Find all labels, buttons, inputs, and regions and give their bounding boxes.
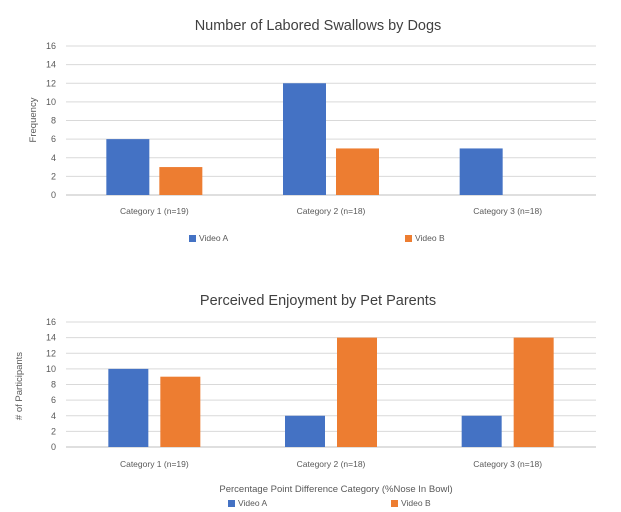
- y-tick-label: 2: [51, 426, 56, 436]
- y-tick-label: 6: [51, 134, 56, 144]
- category-label: Category 3 (n=18): [473, 459, 542, 469]
- y-tick-label: 14: [46, 333, 56, 343]
- y-tick-label: 6: [51, 395, 56, 405]
- y-tick-label: 0: [51, 442, 56, 452]
- bar-video-a: [283, 83, 326, 195]
- legend: Video A Video B: [189, 233, 445, 243]
- y-axis-label: Frequency: [28, 97, 39, 142]
- legend: Video A Video B: [228, 498, 431, 508]
- bar-video-b: [337, 337, 377, 447]
- category-label: Category 2 (n=18): [297, 459, 366, 469]
- plot-area: 0 2 4 6 8 10 12 14 16 Category 1 (n=19) Category 2…: [46, 41, 596, 216]
- bar-video-a: [108, 368, 149, 447]
- y-tick-label: 8: [51, 380, 56, 390]
- bar-video-a: [285, 415, 325, 447]
- y-tick-label: 8: [51, 116, 56, 126]
- legend-swatch: [189, 235, 196, 242]
- y-tick-label: 2: [51, 171, 56, 181]
- y-tick-label: 12: [46, 78, 56, 88]
- legend-label: Video B: [401, 498, 431, 508]
- y-tick-label: 0: [51, 190, 56, 200]
- bar-video-a: [459, 148, 503, 195]
- chart-title: Number of Labored Swallows by Dogs: [195, 18, 442, 34]
- bar-video-a: [461, 415, 502, 447]
- chart-title: Perceived Enjoyment by Pet Parents: [200, 293, 436, 309]
- bar-video-b: [336, 148, 379, 195]
- category-label: Category 2 (n=18): [297, 206, 366, 216]
- perceived-enjoyment-svg: Perceived Enjoyment by Pet Parents # of …: [14, 293, 596, 508]
- bar-video-b: [159, 167, 203, 195]
- y-tick-label: 10: [46, 364, 56, 374]
- legend-swatch: [405, 235, 412, 242]
- bar-video-b: [160, 376, 201, 447]
- y-tick-label: 16: [46, 317, 56, 327]
- y-axis-label: # of Participants: [14, 352, 25, 420]
- y-tick-label: 14: [46, 60, 56, 70]
- y-tick-label: 10: [46, 97, 56, 107]
- plot-area: 0 2 4 6 8 10 12 14 16 Category 1 (n=19) Category 2…: [46, 317, 596, 469]
- legend-label: Video A: [238, 498, 267, 508]
- y-tick-label: 4: [51, 153, 56, 163]
- x-axis-label: Percentage Point Difference Category (%N…: [219, 484, 452, 495]
- perceived-enjoyment-chart: Perceived Enjoyment by Pet Parents # of …: [0, 262, 621, 512]
- legend-swatch: [228, 500, 235, 507]
- y-tick-label: 12: [46, 348, 56, 358]
- legend-label: Video A: [199, 233, 228, 243]
- category-label: Category 3 (n=18): [473, 206, 542, 216]
- y-tick-label: 4: [51, 411, 56, 421]
- category-label: Category 1 (n=19): [120, 206, 189, 216]
- legend-label: Video B: [415, 233, 445, 243]
- bar-video-a: [106, 139, 150, 195]
- bar-video-b: [513, 337, 554, 447]
- labored-swallows-chart: Number of Labored Swallows by Dogs Frequ…: [28, 18, 596, 243]
- y-tick-label: 16: [46, 41, 56, 51]
- legend-swatch: [391, 500, 398, 507]
- labored-swallows-svg: Number of Labored Swallows by Dogs Frequ…: [28, 18, 596, 243]
- category-label: Category 1 (n=19): [120, 459, 189, 469]
